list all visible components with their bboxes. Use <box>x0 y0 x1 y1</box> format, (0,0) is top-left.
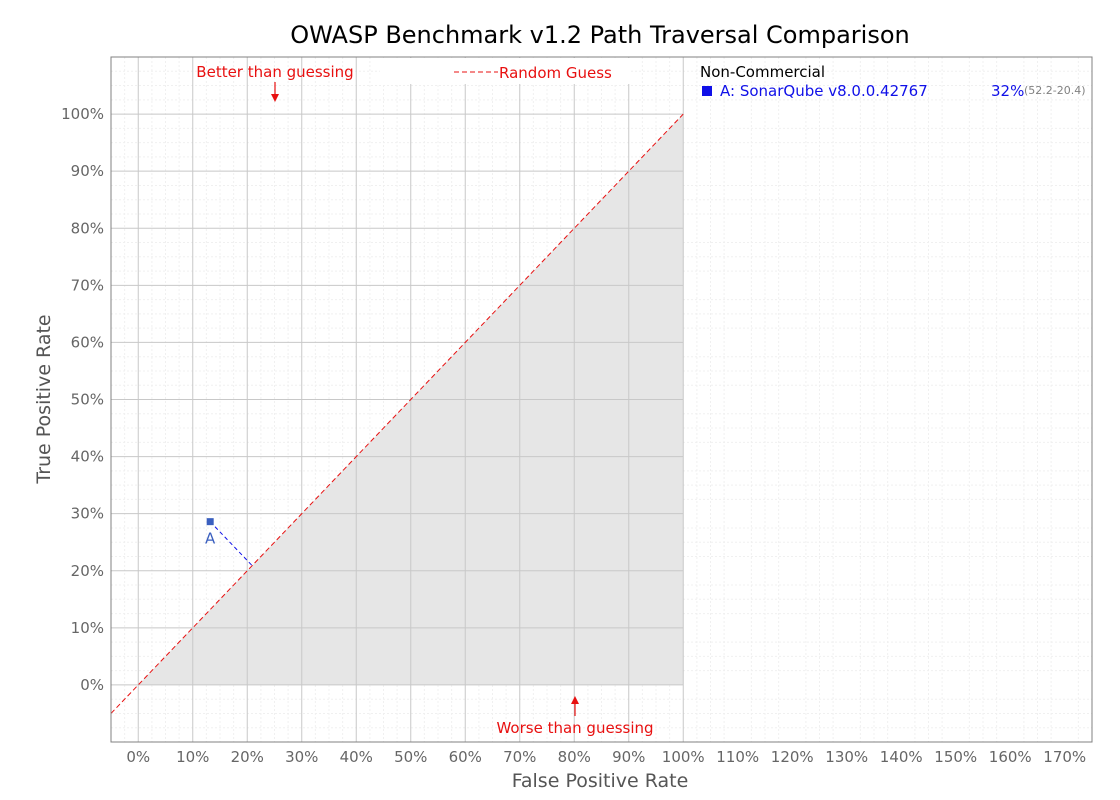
x-axis-ticks: 0% 10% 20% 30% 40% 50% 60% 70% 80% 90% 100% 110% 120… <box>126 748 1086 766</box>
x-axis-title: False Positive Rate <box>512 770 689 792</box>
legend-item-label: A: SonarQube v8.0.0.42767 <box>720 82 928 100</box>
legend-item-detail: (52.2-20.4) <box>1024 84 1086 97</box>
random-guess-line <box>110 113 684 714</box>
y-tick-label: 80% <box>71 219 104 237</box>
x-tick-label: 20% <box>231 748 264 766</box>
better-arrow <box>271 82 279 102</box>
y-tick-label: 90% <box>71 162 104 180</box>
chart-title: OWASP Benchmark v1.2 Path Traversal Comp… <box>290 21 910 49</box>
point-connector <box>209 521 253 566</box>
y-tick-label: 30% <box>71 505 104 523</box>
data-point-label: A <box>205 530 216 548</box>
x-tick-label: 100% <box>662 748 705 766</box>
y-tick-label: 100% <box>61 105 104 123</box>
plot-frame <box>110 56 1093 743</box>
plot-area <box>110 56 1093 743</box>
random-guess-legend-bg <box>380 58 630 84</box>
x-tick-label: 40% <box>340 748 373 766</box>
x-tick-label: 120% <box>771 748 814 766</box>
x-tick-label: 70% <box>503 748 536 766</box>
y-tick-label: 60% <box>71 333 104 351</box>
worse-arrow <box>571 696 579 716</box>
x-tick-label: 90% <box>612 748 645 766</box>
y-tick-label: 10% <box>71 619 104 637</box>
y-tick-label: 40% <box>71 448 104 466</box>
x-tick-label: 170% <box>1043 748 1086 766</box>
x-tick-label: 150% <box>934 748 977 766</box>
x-tick-label: 130% <box>825 748 868 766</box>
legend-marker <box>702 86 712 96</box>
data-points: A <box>205 518 253 566</box>
worse-than-guessing-label: Worse than guessing <box>496 719 653 737</box>
legend-item-score: 32% <box>991 82 1024 100</box>
x-tick-label: 30% <box>285 748 318 766</box>
x-tick-label: 50% <box>394 748 427 766</box>
x-tick-label: 10% <box>176 748 209 766</box>
y-tick-label: 0% <box>80 676 104 694</box>
minor-grid <box>110 57 1093 742</box>
y-tick-label: 20% <box>71 562 104 580</box>
data-point <box>206 518 214 526</box>
random-guess-legend-label: Random Guess <box>499 64 612 82</box>
y-tick-label: 50% <box>71 391 104 409</box>
legend-header: Non-Commercial <box>700 63 825 81</box>
y-axis-ticks: 0% 10% 20% 30% 40% 50% 60% 70% 80% 90% 100% <box>61 105 104 694</box>
x-tick-label: 60% <box>449 748 482 766</box>
x-tick-label: 160% <box>989 748 1032 766</box>
better-than-guessing-label: Better than guessing <box>196 63 353 81</box>
y-tick-label: 70% <box>71 276 104 294</box>
x-tick-label: 80% <box>558 748 591 766</box>
x-tick-label: 110% <box>716 748 759 766</box>
x-tick-label: 0% <box>126 748 150 766</box>
x-tick-label: 140% <box>880 748 923 766</box>
y-axis-title: True Positive Rate <box>33 314 55 484</box>
